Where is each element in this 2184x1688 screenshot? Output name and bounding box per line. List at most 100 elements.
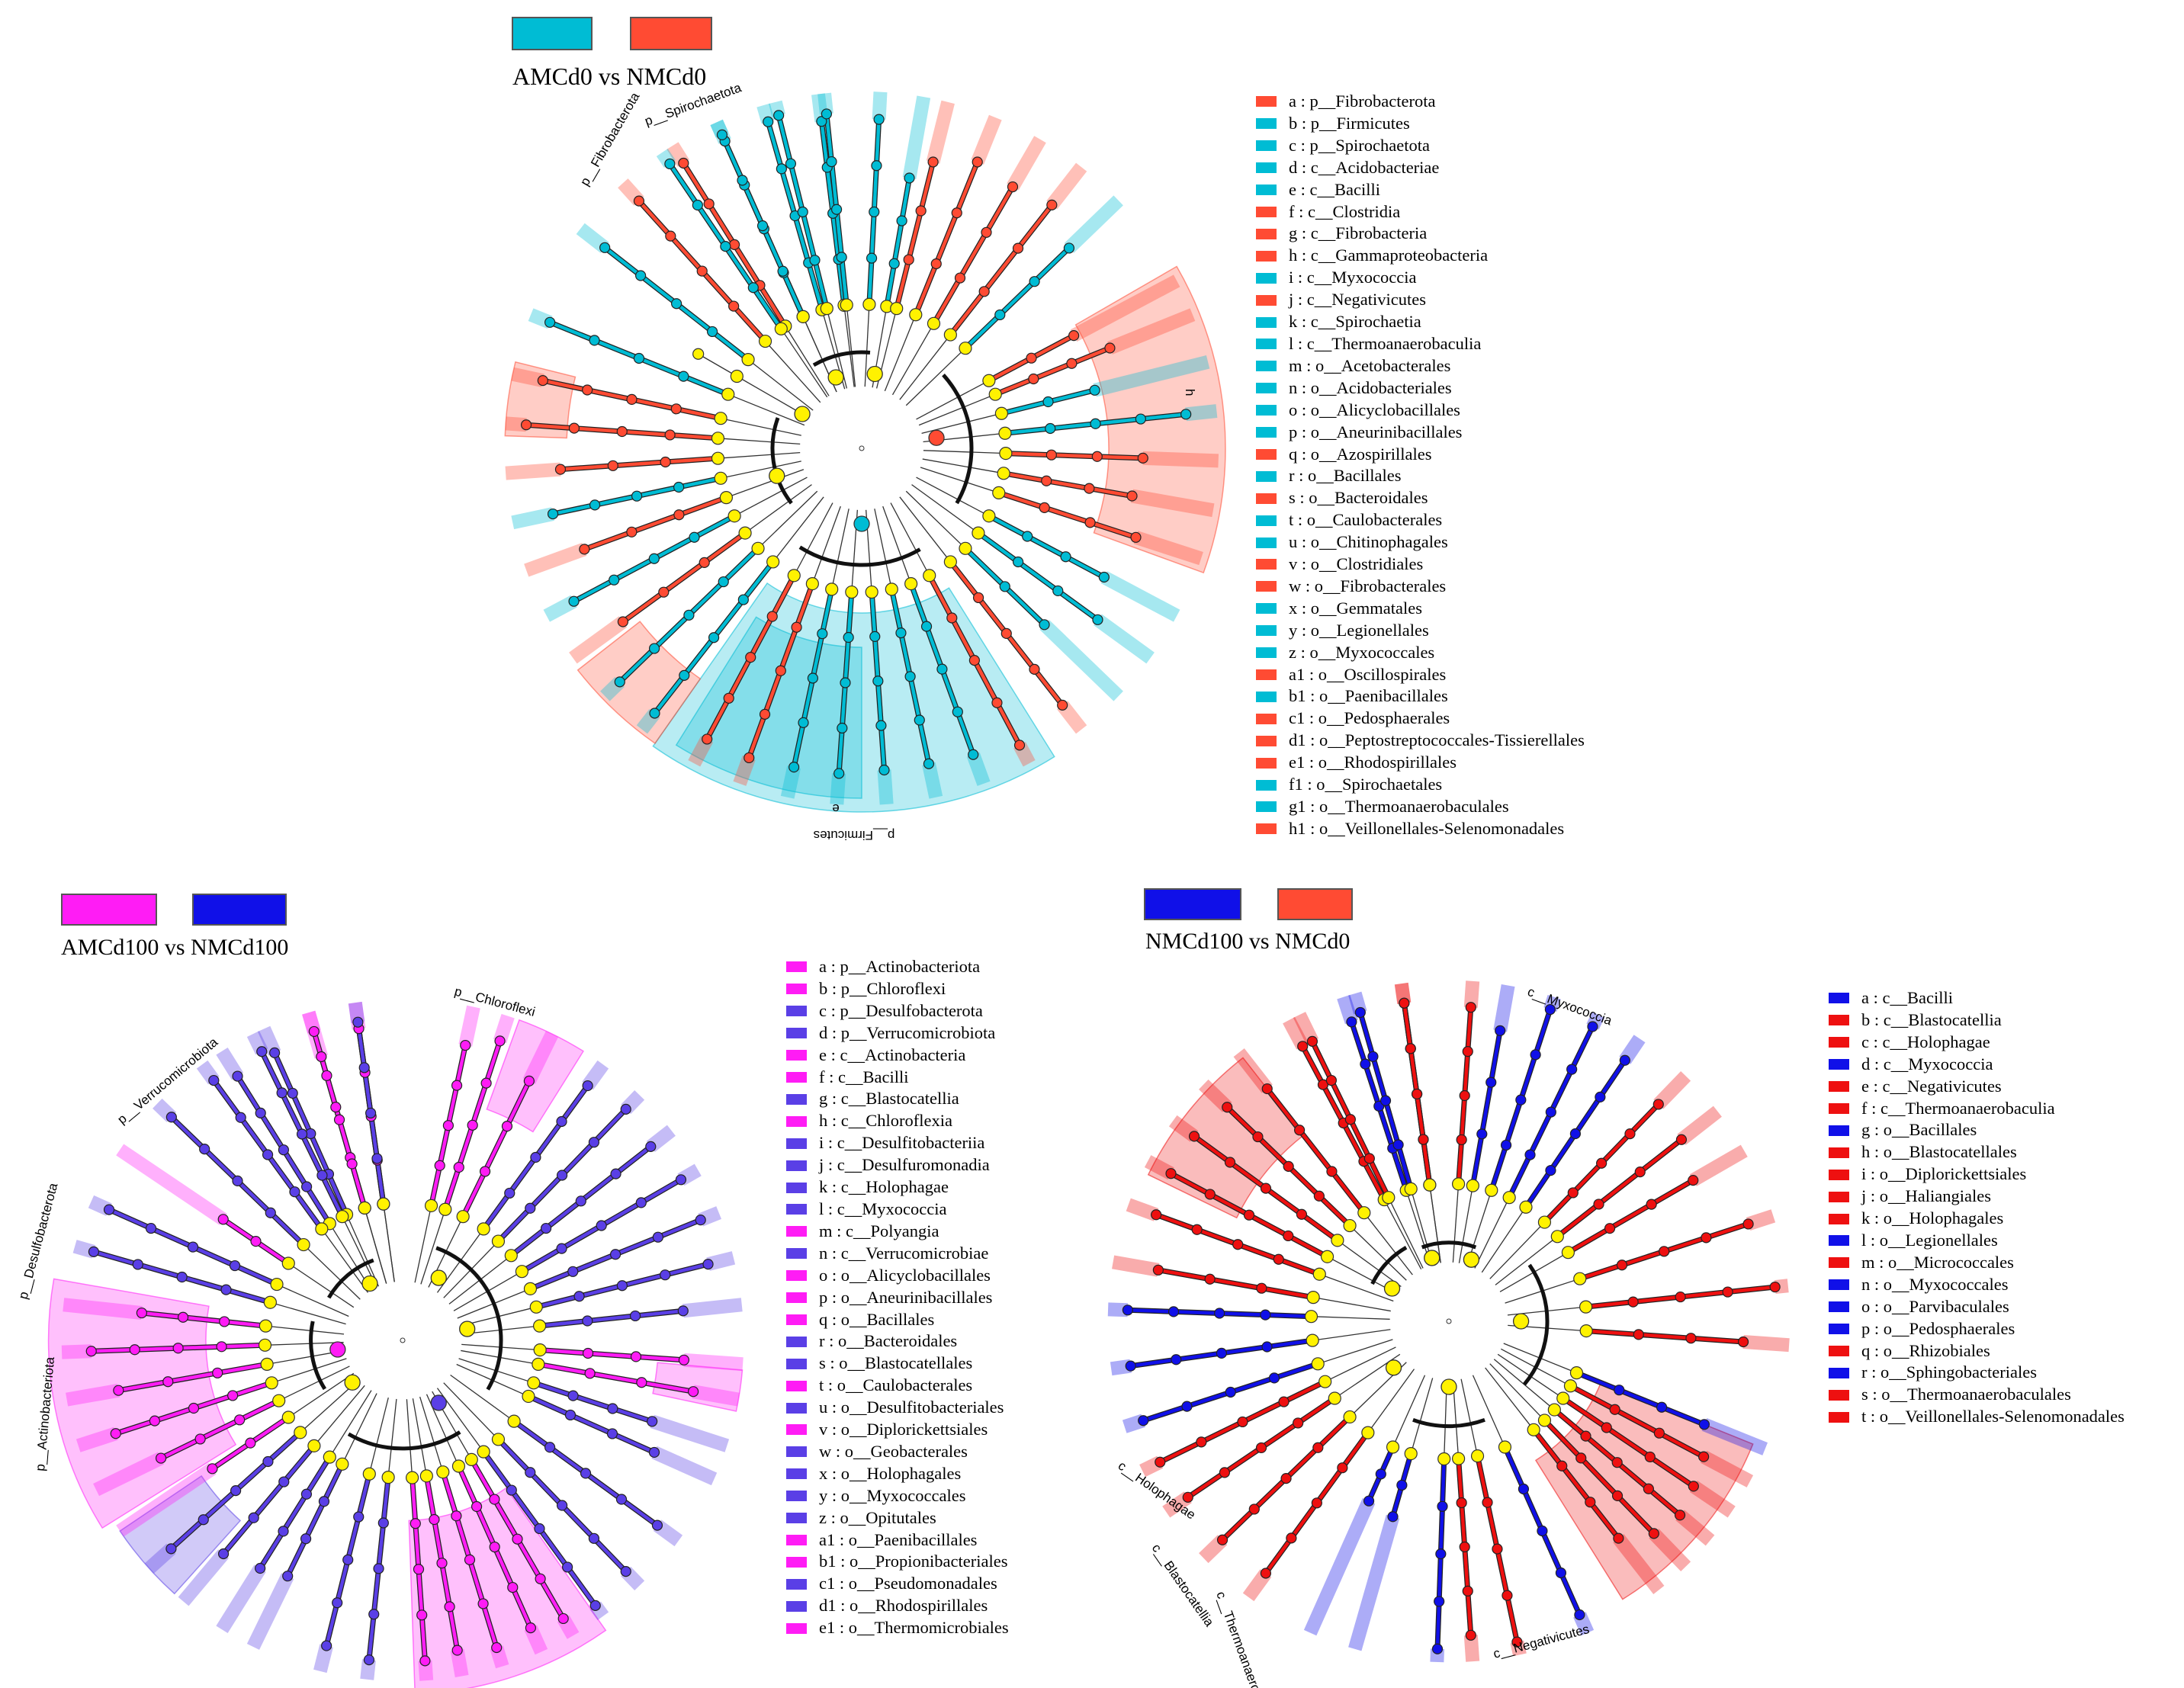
clade-shade-bar [1689,1480,1736,1518]
tree-branch [1349,1225,1407,1281]
tree-branch-colored [977,531,1099,621]
taxon-node-nonsig [959,541,972,555]
taxon-node [1379,1095,1392,1106]
clade-shade-bar [505,462,561,480]
taxon-node [670,403,682,415]
taxon-node [1648,1528,1659,1539]
taxon-node [1601,1422,1612,1433]
legend-label: c : p__Desulfobacterota [819,1000,983,1020]
legend-label: x : o__Holophagales [819,1463,962,1483]
legend-color-mark [786,1093,807,1105]
taxon-node [1344,1114,1356,1125]
taxon-node [316,1170,328,1181]
legend-item: c1 : o__Pedosphaerales [1256,708,1585,730]
legend-label: p : o__Pedosphaerales [1861,1318,2015,1338]
taxon-node [165,1112,177,1123]
taxon-node [1363,1153,1375,1164]
taxon-node [923,758,935,769]
taxon-node [688,1386,699,1398]
legend-color-mark [786,1556,807,1568]
taxon-node [1596,1157,1607,1169]
taxon-node-nonsig [959,342,972,355]
taxon-node [670,298,682,310]
taxon-node-nonsig [362,1467,376,1481]
phylum-node [794,406,811,422]
group-swatch-nmcd0 [1277,888,1353,920]
legend-color-mark [786,1358,807,1369]
clade-shade-bar [922,762,943,799]
taxon-node [1545,1165,1556,1176]
clade-shade-bar [178,1549,229,1606]
tree-branch [342,1216,377,1288]
taxon-node [1046,199,1058,210]
legend-label: b : p__Chloroflexi [819,978,946,998]
legend-label: b : p__Firmicutes [1289,113,1410,133]
taxon-node [155,1452,167,1464]
taxon-node [999,581,1010,592]
phylum-node [928,429,945,446]
tree-branch [882,505,912,584]
taxon-node [188,1402,200,1414]
taxon-node [1243,1209,1255,1221]
taxon-node [564,1409,577,1421]
taxon-node [217,1214,229,1225]
tree-branch [383,1204,395,1282]
taxon-node [1544,1003,1556,1016]
taxon-node [1412,1088,1423,1100]
taxon-node [88,1246,100,1257]
taxon-node-nonsig [796,310,810,323]
taxon-node [766,611,778,622]
taxon-node-nonsig [265,1376,278,1390]
tree-branch [874,509,892,590]
taxon-node [282,1571,294,1582]
tree-branch [345,1214,380,1287]
taxon-node [1155,1456,1166,1468]
legend-item: c : p__Desulfobacterota [786,1000,1009,1022]
tree-backbone-arc [1421,1240,1477,1250]
taxon-node-nonsig [1485,1183,1498,1197]
clade-shade-bar [692,1385,740,1407]
taxon-node [199,1143,210,1155]
taxon-node [207,1463,218,1475]
legend-item: g1 : o__Thermoanaerobaculales [1256,796,1585,818]
phylum-node [1385,1359,1402,1376]
taxon-node [1084,483,1095,494]
taxon-node [1595,1091,1606,1102]
legend-label: z : o__Myxococcales [1289,642,1435,662]
taxon-node [888,258,900,269]
clade-highlight-sector [486,1019,585,1133]
taxon-node [1627,1296,1639,1308]
tree-branch [772,496,824,563]
legend-label: x : o__Gemmatales [1289,598,1422,618]
legend-color-mark [786,1006,807,1017]
legend-label: d : c__Acidobacteriae [1289,157,1440,177]
taxon-node [678,1354,689,1365]
legend-color-mark [1256,515,1277,526]
tree-backbone-arc [1412,1417,1485,1429]
taxon-node [451,1510,462,1522]
root-node [859,445,865,451]
legend-item: p : o__Aneurinibacillales [786,1287,1009,1309]
legend-label: c1 : o__Pseudomonadales [819,1574,997,1593]
taxon-node [1613,1532,1624,1544]
tree-branch [905,490,966,549]
legend-color-mark [786,1336,807,1347]
legend-color-mark [1256,228,1277,239]
taxon-node-nonsig [507,1414,521,1428]
tree-branch [916,380,990,420]
clade-shade-bar [63,1298,143,1320]
taxon-node [110,1428,121,1439]
clade-label-firmicutes: p__Firmicutes [814,828,895,842]
clade-shade-bar [902,95,931,180]
legend-label: f : c__Bacilli [819,1067,909,1086]
taxon-node [1092,614,1103,625]
clade-shade-bar [216,1564,266,1634]
taxon-node [332,1597,343,1609]
taxon-node [904,671,916,682]
legend-label: s : o__Bacteroidales [1289,488,1428,508]
legend-color-mark [1829,1367,1849,1378]
taxon-node [1392,1139,1404,1150]
tree-backbone-arc [309,1321,327,1391]
taxon-node-nonsig [523,1282,538,1295]
clade-shade-bar [650,1414,730,1452]
